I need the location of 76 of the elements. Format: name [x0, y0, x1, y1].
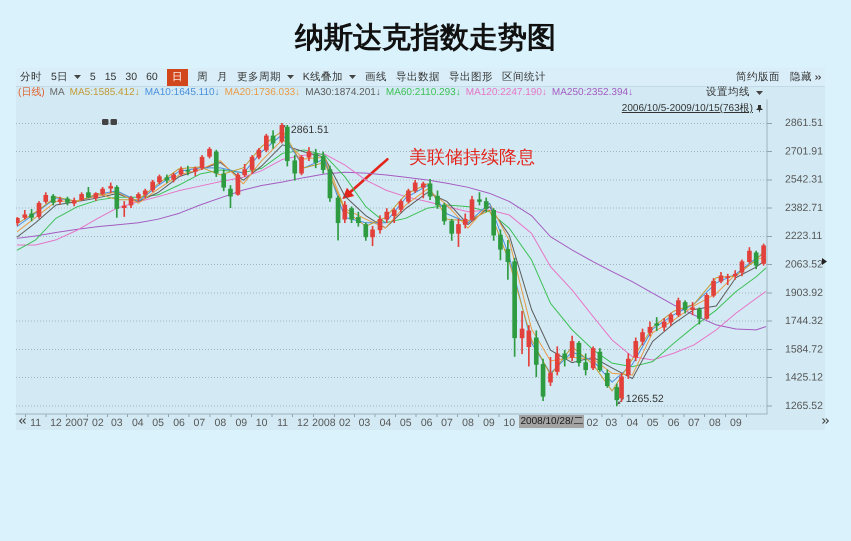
text: 隐藏	[790, 70, 812, 84]
annotation: 1265.52	[626, 392, 664, 405]
x-tick-label: 03	[606, 417, 618, 430]
x-tick-label: 06	[668, 417, 680, 430]
y-tick-label: 1425.12	[785, 372, 824, 384]
x-tick-label: 06	[173, 417, 186, 430]
text: 导出图形	[448, 70, 493, 84]
annotation: 2861.51	[290, 124, 329, 136]
y-tick-label: 1903.92	[785, 286, 824, 299]
text: 日	[166, 68, 188, 86]
x-tick-label: 05	[152, 417, 164, 430]
x-tick-label: 11	[277, 417, 288, 430]
y-tick-label: 2063.52	[785, 258, 824, 270]
x-tick-label: 11	[30, 417, 42, 430]
x-tick-label: 07	[194, 417, 206, 430]
text: 画线	[364, 70, 387, 84]
y-tick-label: 1744.32	[785, 315, 824, 328]
y-tick-label: 1265.52	[785, 400, 824, 412]
text: 2008/10/28/二	[519, 415, 584, 428]
x-tick-label: 12	[50, 417, 62, 430]
x-tick-label: 03	[110, 417, 123, 430]
text: MA30:1874.201↓	[305, 86, 381, 99]
x-tick-label: 08	[709, 417, 721, 430]
text: 5日	[51, 70, 68, 84]
text: MA250:2352.394↓	[552, 86, 634, 99]
text: MA5:1585.412↓	[70, 86, 140, 99]
text: 简约版面	[736, 70, 780, 84]
y-tick-label: 1584.72	[785, 343, 824, 356]
text: MA20:1736.033↓	[224, 86, 300, 99]
x-tick-label: 08	[462, 417, 474, 430]
text: 设置均线	[706, 86, 750, 99]
x-tick-label: 2008	[312, 417, 336, 430]
text: MA10:1645.110↓	[144, 86, 220, 99]
x-tick-label: 04	[380, 417, 392, 430]
x-tick-label: 03	[358, 417, 370, 430]
annotation: 2006/10/5-2009/10/15(763根)	[622, 102, 753, 115]
x-tick-label: 09	[730, 417, 742, 430]
x-tick-label: 06	[420, 417, 433, 430]
legend-title: MA	[50, 86, 65, 99]
text: 5	[90, 70, 96, 84]
x-tick-label: 08	[214, 417, 226, 430]
y-tick-label: 2542.31	[785, 174, 824, 186]
x-tick-label: 10	[256, 417, 268, 430]
text: MA120:2247.190↓	[466, 86, 547, 99]
x-tick-label: 09	[483, 417, 495, 430]
x-tick-label: 02	[92, 417, 104, 430]
text: (日线)	[18, 86, 45, 99]
x-tick-label: 05	[646, 417, 659, 430]
x-tick-label: 02	[586, 417, 598, 430]
text: 15	[104, 70, 116, 84]
x-tick-label: 10	[503, 417, 516, 430]
text: 导出数据	[396, 70, 440, 84]
x-tick-label: 07	[441, 417, 453, 430]
text: 60	[146, 70, 158, 84]
y-tick-label: 2701.91	[785, 145, 824, 158]
x-tick-label: 2007	[65, 417, 89, 430]
text: MA60:2110.293↓	[386, 86, 461, 99]
y-tick-label: 2223.11	[785, 230, 822, 242]
text: 分时	[20, 70, 42, 84]
annotation: 美联储持续降息	[408, 146, 535, 169]
text: K线叠加	[302, 70, 343, 84]
x-tick-label: 04	[626, 417, 638, 430]
x-tick-label: 05	[400, 417, 412, 430]
text: 周	[196, 70, 208, 84]
text: 区间统计	[502, 70, 546, 84]
y-tick-label: 2382.71	[785, 202, 824, 214]
x-tick-label: 07	[688, 417, 700, 430]
x-tick-label: 04	[132, 417, 144, 430]
text: 30	[125, 70, 138, 84]
y-tick-label: 2861.51	[785, 117, 824, 130]
x-tick-label: 12	[297, 417, 309, 430]
text: 更多周期	[236, 70, 281, 84]
x-tick-label: 02	[338, 417, 351, 430]
chart-title: 纳斯达克指数走势图	[294, 21, 557, 56]
x-tick-label: 09	[235, 417, 248, 430]
text: 月	[216, 70, 228, 84]
